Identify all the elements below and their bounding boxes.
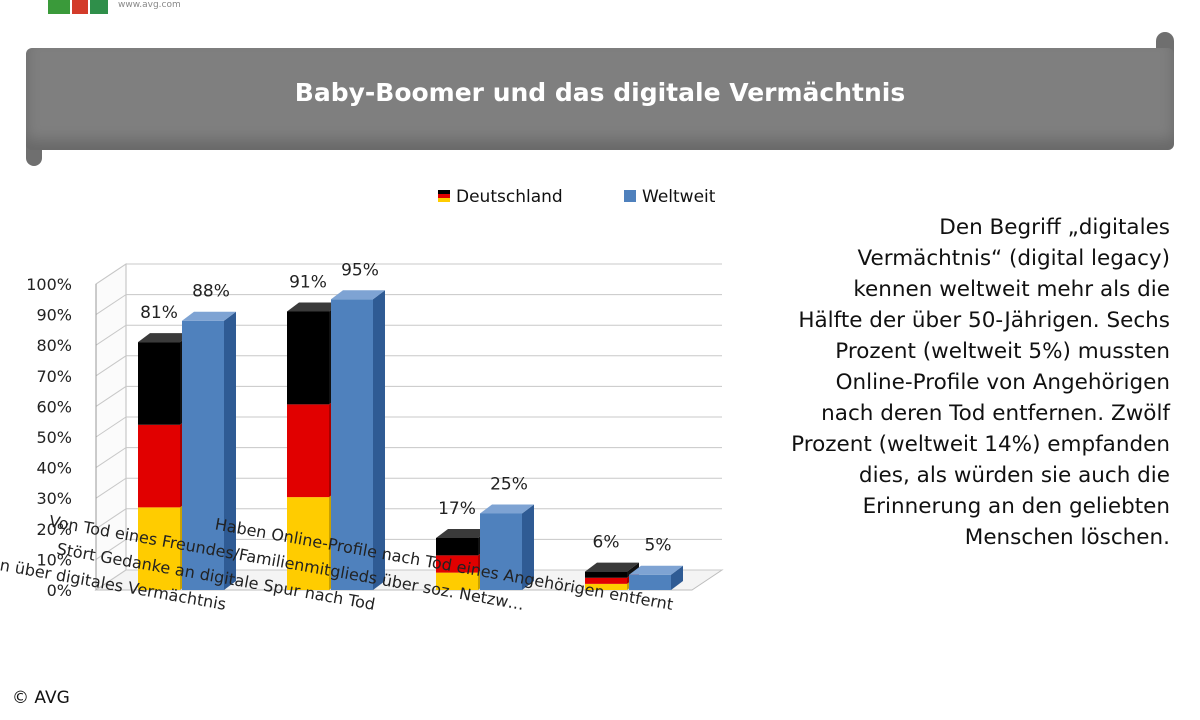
bar-weltweit-face xyxy=(182,311,236,321)
bar-deutschland-red-face xyxy=(287,404,329,498)
data-label-deutschland: 6% xyxy=(593,533,620,553)
legend-item-deutschland: Deutschland xyxy=(438,187,563,207)
bar-deutschland-gold-face xyxy=(436,572,478,590)
y-tick-label: 60% xyxy=(36,397,72,416)
data-label-deutschland: 81% xyxy=(140,303,178,323)
title-banner xyxy=(26,48,1174,150)
y-tick-label: 20% xyxy=(36,520,72,539)
bar-weltweit xyxy=(629,565,683,590)
bar-deutschland-black-face xyxy=(585,571,627,578)
data-label-weltweit: 5% xyxy=(645,536,672,556)
logo-url: www.avg.com xyxy=(118,0,181,10)
gridline xyxy=(95,385,722,407)
legend-label-weltweit: Weltweit xyxy=(642,187,716,207)
y-tick-label: 100% xyxy=(26,275,72,294)
y-tick-label: 0% xyxy=(47,581,72,600)
bar-weltweit-face xyxy=(373,290,385,590)
bar-weltweit-face xyxy=(182,320,224,590)
y-tick-label: 30% xyxy=(36,489,72,508)
y-tick-label: 80% xyxy=(36,336,72,355)
gridline xyxy=(95,447,722,469)
copyright: © AVG xyxy=(12,688,70,708)
gridline xyxy=(95,263,722,285)
bar-weltweit xyxy=(480,504,534,590)
y-tick-label: 50% xyxy=(36,428,72,447)
bar-weltweit-face xyxy=(522,504,534,590)
avg-logo xyxy=(48,0,110,14)
bar-weltweit-face xyxy=(331,290,385,300)
bar-deutschland-black-face xyxy=(138,342,180,425)
bar-weltweit xyxy=(331,290,385,590)
bar-weltweit-face xyxy=(480,504,534,514)
bar-weltweit-face xyxy=(629,565,683,575)
bar-deutschland-red-face xyxy=(138,424,180,508)
bar-deutschland-gold-face xyxy=(287,497,329,590)
data-label-weltweit: 25% xyxy=(490,475,528,495)
bar-deutschland-gold-face xyxy=(138,507,180,590)
data-label-deutschland: 17% xyxy=(438,499,476,519)
bar-deutschland-black-face xyxy=(138,333,192,343)
y-tick-label: 70% xyxy=(36,367,72,386)
bar-deutschland-red-face xyxy=(585,577,627,584)
bar-deutschland-red-face xyxy=(436,555,478,573)
bar-deutschland-black-face xyxy=(287,302,341,312)
legend-label-deutschland: Deutschland xyxy=(456,187,563,207)
y-tick-label: 40% xyxy=(36,459,72,478)
bar-deutschland-black-face xyxy=(436,528,490,538)
data-label-weltweit: 88% xyxy=(192,282,230,302)
gridline xyxy=(95,355,722,377)
bar-weltweit xyxy=(182,311,236,590)
info-text: Den Begriff „digitales Vermächtnis“ (dig… xyxy=(791,215,1170,550)
data-label-weltweit: 95% xyxy=(341,260,379,280)
bar-weltweit-face xyxy=(671,565,683,590)
bar-deutschland-black-face xyxy=(585,562,639,572)
legend-swatch-deutschland xyxy=(438,190,450,202)
bar-weltweit-face xyxy=(224,311,236,590)
gridline xyxy=(95,477,722,499)
bar-weltweit-face xyxy=(629,574,671,590)
legend-swatch-weltweit xyxy=(624,190,636,202)
bar-deutschland-black-face xyxy=(436,537,478,556)
gridline xyxy=(95,294,722,316)
bar-weltweit-face xyxy=(331,299,373,590)
bar-weltweit-face xyxy=(480,513,522,590)
data-label-deutschland: 91% xyxy=(289,273,327,293)
gridline xyxy=(95,324,722,346)
y-tick-label: 90% xyxy=(36,306,72,325)
bar-deutschland-gold-face xyxy=(585,583,627,590)
y-tick-label: 10% xyxy=(36,550,72,569)
bar-deutschland-black-face xyxy=(287,311,329,405)
page-title: Baby-Boomer und das digitale Vermächtnis xyxy=(294,78,906,107)
legend-item-weltweit: Weltweit xyxy=(624,187,715,207)
gridline xyxy=(95,416,722,438)
